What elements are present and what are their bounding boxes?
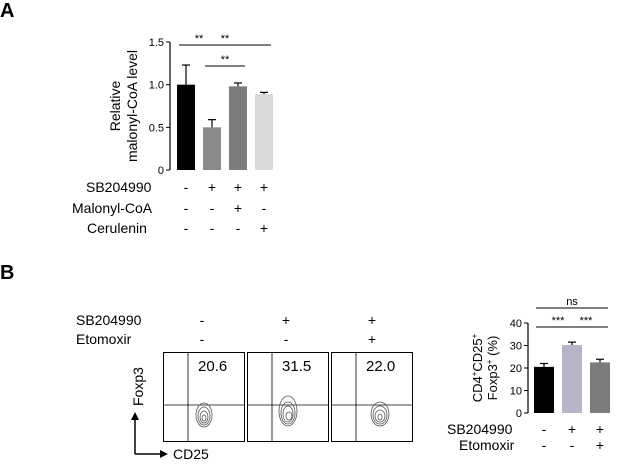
condition-sign-a-row3-col3: - — [235, 220, 241, 236]
bar-condition-label-sb204990: SB204990 — [447, 421, 513, 437]
y-axis-label-sup-3: + — [485, 359, 494, 364]
flow-axis-arrows — [131, 412, 168, 458]
condition-sign-a-row3-col1: - — [183, 220, 189, 236]
bar-condition-sign-row1-col2: + — [567, 421, 577, 437]
flow-percentage-3: 22.0 — [366, 358, 396, 375]
flow-condition-sign-row2-col1: - — [199, 331, 205, 347]
condition-label-malonyl-coa: Malonyl-CoA — [72, 200, 153, 216]
bar-condition-label-etomoxir: Etomoxir — [459, 437, 515, 453]
y-axis-label-foxp3: Foxp3 — [485, 364, 500, 400]
bar-4 — [255, 94, 273, 170]
panel-label-b: B — [0, 262, 15, 284]
bar-2 — [203, 127, 221, 170]
y-tick-label-2: 1.0 — [149, 80, 164, 92]
flow-condition-sign-row1-col2: + — [281, 312, 291, 328]
y-axis-label: CD4+CD25+Foxp3+ (%) — [470, 333, 500, 402]
bar-condition-sign-row2-col2: - — [569, 437, 575, 453]
significance-label-3: ** — [221, 54, 230, 66]
contour-plot-3 — [370, 401, 390, 427]
flow-condition-sign-row2-col2: - — [283, 331, 289, 347]
flow-percentage-1: 20.6 — [198, 358, 228, 375]
bar-1 — [534, 366, 554, 413]
significance-label-2: ** — [221, 33, 230, 45]
bar-2 — [562, 345, 582, 413]
flow-plot-2: 31.5 — [247, 352, 329, 442]
arrow-up-icon — [131, 412, 139, 420]
y-axis-label-sup-1: + — [470, 371, 479, 376]
y-tick-label-2: 20 — [510, 363, 522, 375]
condition-sign-a-row1-col1: - — [183, 179, 189, 195]
y-tick-label-1: 0.5 — [149, 122, 164, 134]
flow-condition-sign-row1-col1: - — [199, 312, 205, 328]
contour-plot-1 — [195, 402, 213, 428]
condition-label-cerulenin: Cerulenin — [87, 220, 147, 236]
significance-label-1: ** — [195, 33, 204, 45]
flow-y-axis-label: Foxp3 — [130, 367, 146, 406]
y-tick-label-4: 40 — [510, 318, 522, 330]
condition-sign-a-row1-col3: + — [233, 179, 243, 195]
significance-label-3: *** — [580, 315, 594, 327]
flow-x-axis-label: CD25 — [173, 446, 209, 462]
condition-sign-a-row2-col4: - — [261, 200, 267, 216]
malonyl-coa-bar-chart: 0 0.5 1.0 1.5 ** ** ** Relativemalonyl-CoA leve… — [107, 33, 273, 177]
condition-sign-a-row1-col2: + — [207, 179, 217, 195]
y-tick-label-0: 0 — [158, 165, 164, 177]
flow-plot-3: 22.0 — [331, 352, 413, 442]
y-tick-label-1: 10 — [510, 386, 522, 398]
condition-label-sb204990: SB204990 — [86, 179, 152, 195]
flow-condition-sign-row1-col3: + — [367, 312, 377, 328]
condition-sign-a-row2-col1: - — [183, 200, 189, 216]
bar-1 — [177, 84, 195, 170]
condition-sign-a-row1-col4: + — [259, 179, 269, 195]
flow-condition-sign-row2-col3: + — [367, 331, 377, 347]
bar-condition-sign-row1-col3: + — [595, 421, 605, 437]
condition-sign-a-row2-col2: - — [209, 200, 215, 216]
condition-sign-a-row2-col3: + — [233, 200, 243, 216]
bar-condition-sign-row2-col3: + — [595, 437, 605, 453]
y-axis-label-cd25: CD25 — [470, 338, 485, 371]
panel-label-a: A — [0, 0, 15, 22]
flow-condition-label-etomoxir: Etomoxir — [76, 331, 132, 347]
flow-percentage-2: 31.5 — [282, 358, 312, 375]
arrow-right-icon — [160, 450, 168, 458]
flow-condition-label-sb204990: SB204990 — [76, 312, 142, 328]
y-axis-label-sup-2: + — [470, 333, 479, 338]
condition-sign-a-row3-col2: - — [209, 220, 215, 236]
bar-3 — [590, 362, 610, 413]
y-axis-label-line-1: Relative — [107, 81, 123, 132]
bar-condition-sign-row2-col1: - — [541, 437, 547, 453]
y-axis-label-cd4: CD4 — [470, 376, 485, 402]
flow-plot-1: 20.6 — [163, 352, 245, 442]
y-axis-label-line-2: malonyl-CoA level — [124, 50, 140, 162]
condition-sign-a-row3-col4: + — [259, 220, 269, 236]
bar-condition-sign-row1-col1: - — [541, 421, 547, 437]
significance-label-2: *** — [552, 315, 566, 327]
y-axis-label-unit: (%) — [485, 336, 500, 360]
y-tick-label-3: 30 — [510, 341, 522, 353]
y-axis-label: Relativemalonyl-CoA level — [107, 50, 140, 162]
y-tick-label-0: 0 — [516, 408, 522, 420]
significance-label-1: ns — [566, 296, 578, 308]
contour-plot-2 — [278, 395, 298, 427]
y-tick-label-3: 1.5 — [149, 37, 164, 49]
bar-3 — [229, 86, 247, 170]
